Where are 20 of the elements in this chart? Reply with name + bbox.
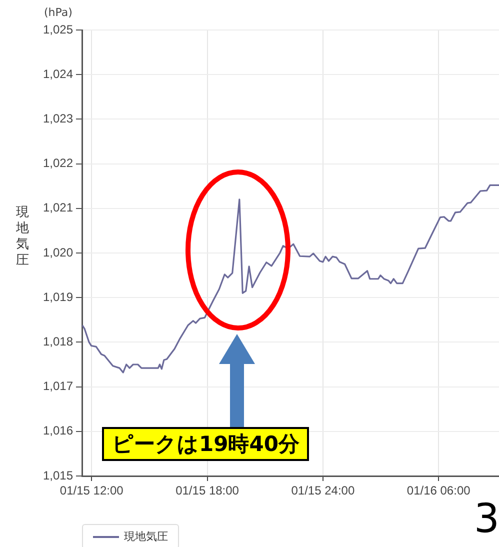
y-tick-label: 1,019 <box>42 290 74 304</box>
x-tick-label: 01/16 06:00 <box>406 484 471 498</box>
x-tick-label: 01/15 24:00 <box>291 484 355 498</box>
y-tick-label: 1,015 <box>42 468 74 482</box>
y-tick-label: 1,023 <box>42 112 74 126</box>
y-tick-label: 1,016 <box>42 424 74 438</box>
y-tick-label: 1,024 <box>42 66 74 81</box>
x-tick-label: 01/15 12:00 <box>60 484 124 498</box>
y-tick-label: 1,025 <box>42 22 74 36</box>
text: (hPa) <box>44 6 72 19</box>
y-tick-label: 1,020 <box>42 245 74 260</box>
legend-label: 現地気圧 <box>124 529 168 544</box>
text: 3 <box>474 496 499 542</box>
y-tick-label: 1,017 <box>42 379 74 394</box>
x-tick-label: 01/15 18:00 <box>176 484 240 498</box>
y-axis-title: 現地気圧 <box>16 205 30 269</box>
annotation: ピークは19時40分 <box>102 427 310 461</box>
y-tick-label: 1,021 <box>42 200 74 215</box>
y-tick-label: 1,022 <box>42 156 74 170</box>
y-tick-label: 1,018 <box>42 334 74 349</box>
